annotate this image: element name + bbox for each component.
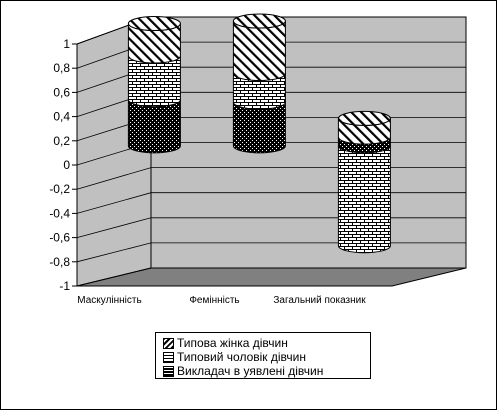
y-tick-label: -0,2	[49, 182, 70, 196]
bar-stack	[127, 16, 181, 154]
category-axis: Маскулінність Фемінність Загальний показни…	[77, 295, 366, 306]
bar-segment	[337, 145, 391, 254]
legend-swatch	[163, 365, 174, 377]
legend-item: Викладач в уявлені дівчин	[163, 364, 370, 378]
legend-label: Типова жінка дівчин	[177, 336, 288, 350]
x-tick-label: Загальний показник	[273, 295, 366, 306]
bar-segment	[127, 99, 181, 154]
legend-swatch	[163, 351, 174, 363]
y-tick-label: -0,6	[49, 231, 70, 245]
y-tick-label: 0,6	[53, 85, 70, 99]
y-tick-label: -0,8	[49, 255, 70, 269]
legend-item: Типовий чоловік дівчин	[163, 350, 370, 364]
y-tick-label: 0,8	[53, 61, 70, 75]
x-tick-label: Маскулінність	[77, 295, 141, 306]
legend-label: Викладач в уявлені дівчин	[177, 364, 324, 378]
y-tick-label: 1	[63, 37, 70, 51]
bar-cap	[337, 110, 391, 126]
y-tick-label: 0	[63, 158, 70, 172]
bar-segment	[232, 102, 286, 154]
y-tick-label: -0,4	[49, 206, 70, 220]
x-tick-label: Фемінність	[189, 295, 239, 306]
legend-swatch	[163, 337, 174, 349]
bar-stack	[337, 110, 391, 254]
bar-segment	[232, 20, 286, 81]
legend: Типова жінка дівчин Типовий чоловік дівчи…	[155, 332, 371, 379]
value-axis: 1 0,8 0,6 0,4 0,2 0 -0,2 -0,4 -0,6 -0,8 -1	[49, 37, 78, 293]
y-tick-label: 0,4	[53, 110, 70, 124]
y-tick-label: 0,2	[53, 134, 70, 148]
bar-stack	[232, 13, 286, 154]
bars	[127, 13, 391, 254]
bar-segment	[127, 55, 181, 108]
legend-item: Типова жінка дівчин	[163, 336, 370, 350]
bar-cap	[232, 13, 286, 29]
y-tick-label: -1	[59, 279, 70, 293]
gridline	[76, 267, 466, 287]
bar-cap	[127, 16, 181, 32]
legend-label: Типовий чоловік дівчин	[177, 350, 306, 364]
